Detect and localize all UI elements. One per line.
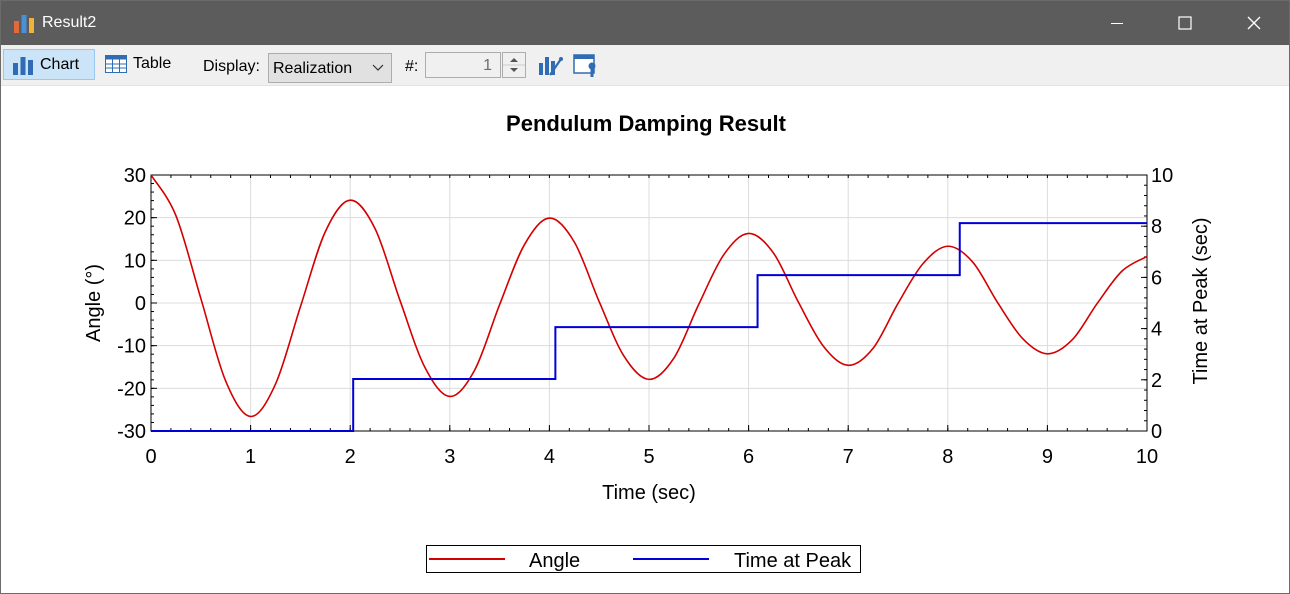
title-bar: Result2 (1, 1, 1289, 45)
y-right-tick-label: 4 (1151, 319, 1162, 341)
chart-legend: Angle Time at Peak (426, 545, 861, 573)
x-tick-label: 0 (145, 446, 156, 468)
close-button[interactable] (1231, 1, 1277, 45)
chart-view-button[interactable]: Chart (3, 49, 95, 80)
x-tick-label: 7 (843, 446, 854, 468)
realization-number-input[interactable]: 1 (425, 52, 501, 78)
spin-down-icon[interactable] (510, 68, 518, 72)
toolbar: Chart Table Display: #: (1, 45, 1289, 86)
chevron-down-icon (372, 64, 384, 71)
legend-time-at-peak-label: Time at Peak (734, 550, 852, 572)
x-tick-label: 10 (1136, 446, 1158, 468)
realization-spinner[interactable] (502, 52, 526, 78)
maximize-button[interactable] (1162, 1, 1208, 45)
x-tick-label: 6 (743, 446, 754, 468)
y-right-axis-label: Time at Peak (sec) (1190, 217, 1212, 384)
x-tick-label: 4 (544, 446, 555, 468)
y-right-tick-label: 0 (1151, 421, 1162, 443)
chart-title: Pendulum Damping Result (506, 111, 787, 136)
minimize-button[interactable] (1094, 1, 1140, 45)
x-tick-label: 2 (345, 446, 356, 468)
spin-up-icon[interactable] (510, 58, 518, 62)
chart-area: Pendulum Damping Result 0 1 2 3 4 5 6 7 8 9 10 -30… (83, 111, 1212, 504)
realization-number-label: #: (405, 58, 419, 75)
y-left-tick-label: -30 (117, 421, 146, 443)
x-tick-label: 1 (245, 446, 256, 468)
y-left-axis-label: Angle (°) (83, 264, 105, 342)
legend-angle-swatch (429, 558, 505, 560)
table-icon (105, 55, 127, 73)
y-left-tick-label: 10 (124, 250, 146, 272)
legend-time-at-peak-swatch (633, 558, 709, 560)
window-title: Result2 (42, 14, 97, 31)
y-right-tick-label: 2 (1151, 370, 1162, 392)
table-view-button[interactable]: Table (101, 49, 181, 80)
bar-chart-icon (13, 57, 33, 75)
table-view-label: Table (133, 55, 172, 72)
y-right-tick-label: 8 (1151, 216, 1162, 238)
x-tick-label: 9 (1042, 446, 1053, 468)
y-left-tick-label: -10 (117, 336, 146, 358)
y-left-tick-label: 20 (124, 208, 146, 230)
y-right-tick-label: 6 (1151, 267, 1162, 289)
chart-settings-icon[interactable] (571, 51, 599, 79)
legend-angle-label: Angle (529, 550, 581, 572)
x-tick-label: 3 (444, 446, 455, 468)
chart-view-label: Chart (40, 56, 80, 73)
app-chart-icon (14, 15, 34, 33)
display-label: Display: (203, 58, 260, 75)
series-angle-line (150, 174, 1148, 418)
y-left-tick-label: 0 (135, 293, 146, 315)
display-select-value: Realization (273, 60, 353, 77)
x-tick-label: 5 (643, 446, 654, 468)
y-left-tick-label: 30 (124, 165, 146, 187)
x-tick-label: 8 (942, 446, 953, 468)
display-select[interactable]: Realization (268, 53, 392, 83)
realization-number-value: 1 (483, 57, 492, 74)
chart-style-icon[interactable] (536, 51, 564, 79)
series-time-at-peak-line (151, 222, 1147, 432)
x-axis-label: Time (sec) (602, 482, 696, 504)
y-right-tick-label: 10 (1151, 165, 1173, 187)
y-left-tick-label: -20 (117, 378, 146, 400)
